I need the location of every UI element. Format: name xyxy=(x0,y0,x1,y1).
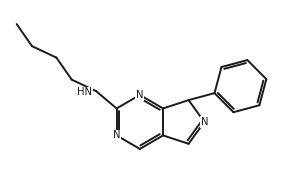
Text: N: N xyxy=(201,117,208,127)
Text: N: N xyxy=(136,90,143,100)
Text: N: N xyxy=(113,130,120,140)
Text: HN: HN xyxy=(77,88,92,97)
